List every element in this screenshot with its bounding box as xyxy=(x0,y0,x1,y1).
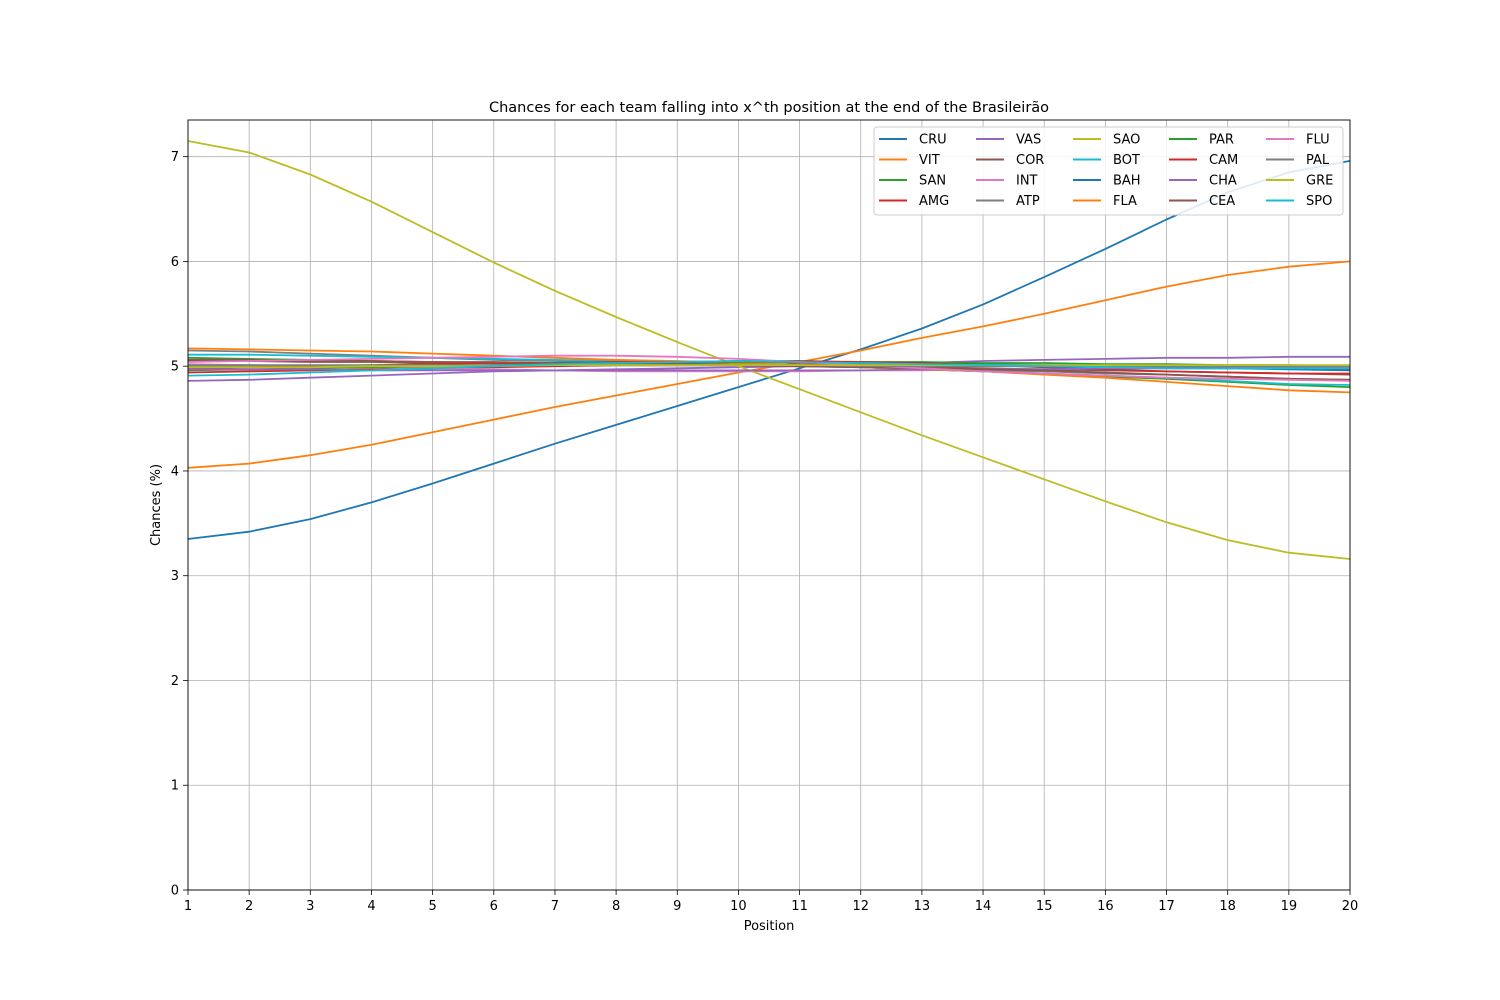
x-axis: 1 2 3 4 5 6 7 8 9 10 11 12 13 14 15 16 17 18 19 20 xyxy=(184,890,1358,914)
legend-item-cor: COR xyxy=(976,153,1044,168)
legend-label: VAS xyxy=(1016,133,1041,148)
legend-item-bah: BAH xyxy=(1073,174,1141,189)
legend-label: CRU xyxy=(919,133,947,148)
x-tick-label: 7 xyxy=(551,899,559,914)
x-tick-label: 11 xyxy=(791,899,808,914)
legend-label: GRE xyxy=(1306,174,1333,189)
y-axis: 0 1 2 3 4 5 6 7 xyxy=(171,150,188,899)
x-tick-label: 20 xyxy=(1342,899,1359,914)
series-line-spo xyxy=(187,360,1350,377)
legend-item-spo: SPO xyxy=(1266,194,1332,209)
x-tick-label: 13 xyxy=(914,899,931,914)
series-line-fla xyxy=(187,347,1351,394)
legend-label: PAL xyxy=(1306,153,1330,168)
series-line-gre xyxy=(188,364,1350,369)
legend-label: BOT xyxy=(1113,153,1140,168)
legend-label: SPO xyxy=(1306,194,1332,209)
y-tick-label: 3 xyxy=(171,569,179,584)
x-tick-label: 5 xyxy=(428,899,436,914)
x-tick-label: 4 xyxy=(367,899,375,914)
legend-item-sao: SAO xyxy=(1073,133,1140,148)
legend-item-san: SAN xyxy=(879,174,946,189)
x-tick-label: 12 xyxy=(852,899,869,914)
legend-label: CHA xyxy=(1209,174,1237,189)
legend-item-cam: CAM xyxy=(1169,153,1238,168)
y-tick-label: 7 xyxy=(171,150,179,165)
y-tick-label: 6 xyxy=(171,255,179,270)
series-line-sao xyxy=(187,140,1351,560)
x-tick-label: 2 xyxy=(245,899,253,914)
series-line-cru xyxy=(187,160,1351,540)
legend-item-atp: ATP xyxy=(976,194,1040,209)
legend-label: SAO xyxy=(1113,133,1140,148)
legend-label: COR xyxy=(1016,153,1044,168)
legend-label: CAM xyxy=(1209,153,1238,168)
y-axis-label: Chances (%) xyxy=(149,464,164,546)
legend-item-vas: VAS xyxy=(976,133,1041,148)
x-tick-label: 14 xyxy=(975,899,992,914)
legend-label: BAH xyxy=(1113,174,1141,189)
x-tick-label: 9 xyxy=(673,899,681,914)
legend-label: FLU xyxy=(1306,133,1330,148)
y-tick-label: 0 xyxy=(171,884,179,899)
x-tick-label: 19 xyxy=(1281,899,1298,914)
legend-label: ATP xyxy=(1016,194,1040,209)
series-line-vas xyxy=(187,355,1350,382)
legend-item-pal: PAL xyxy=(1266,153,1330,168)
chart-title: Chances for each team falling into x^th … xyxy=(489,100,1049,116)
x-tick-label: 8 xyxy=(612,899,620,914)
y-tick-label: 4 xyxy=(171,464,179,479)
legend-item-cha: CHA xyxy=(1169,174,1237,189)
legend-label: CEA xyxy=(1209,194,1235,209)
legend-item-gre: GRE xyxy=(1266,174,1333,189)
y-tick-label: 5 xyxy=(171,360,179,375)
legend: CRU VIT SAN AMG VAS COR INT ATP SAO BOT BAH FLA PAR C… xyxy=(873,126,1344,216)
x-tick-label: 3 xyxy=(306,899,314,914)
legend-item-fla: FLA xyxy=(1073,194,1137,209)
x-axis-label: Position xyxy=(744,919,795,934)
x-tick-label: 10 xyxy=(730,899,747,914)
x-tick-label: 6 xyxy=(490,899,498,914)
legend-label: SAN xyxy=(919,174,946,189)
legend-label: VIT xyxy=(919,153,940,168)
x-tick-label: 16 xyxy=(1097,899,1114,914)
legend-item-flu: FLU xyxy=(1266,133,1330,148)
legend-label: INT xyxy=(1016,174,1038,189)
plot-frame xyxy=(187,119,1351,891)
legend-item-bot: BOT xyxy=(1073,153,1140,168)
x-tick-label: 17 xyxy=(1158,899,1175,914)
x-tick-label: 1 xyxy=(184,899,192,914)
legend-label: PAR xyxy=(1209,133,1234,148)
y-tick-label: 1 xyxy=(171,779,179,794)
x-tick-label: 18 xyxy=(1219,899,1236,914)
legend-item-cea: CEA xyxy=(1169,194,1235,209)
legend-item-par: PAR xyxy=(1169,133,1234,148)
legend-label: AMG xyxy=(919,194,949,209)
y-tick-label: 2 xyxy=(171,674,179,689)
legend-box xyxy=(873,126,1344,216)
grid xyxy=(187,120,1351,891)
series-layer xyxy=(187,140,1351,560)
x-tick-label: 15 xyxy=(1036,899,1053,914)
legend-item-vit: VIT xyxy=(879,153,940,168)
legend-label: FLA xyxy=(1113,194,1137,209)
legend-item-cru: CRU xyxy=(879,133,947,148)
legend-item-amg: AMG xyxy=(879,194,949,209)
series-line-flu xyxy=(187,354,1351,382)
legend-item-int: INT xyxy=(976,174,1038,189)
